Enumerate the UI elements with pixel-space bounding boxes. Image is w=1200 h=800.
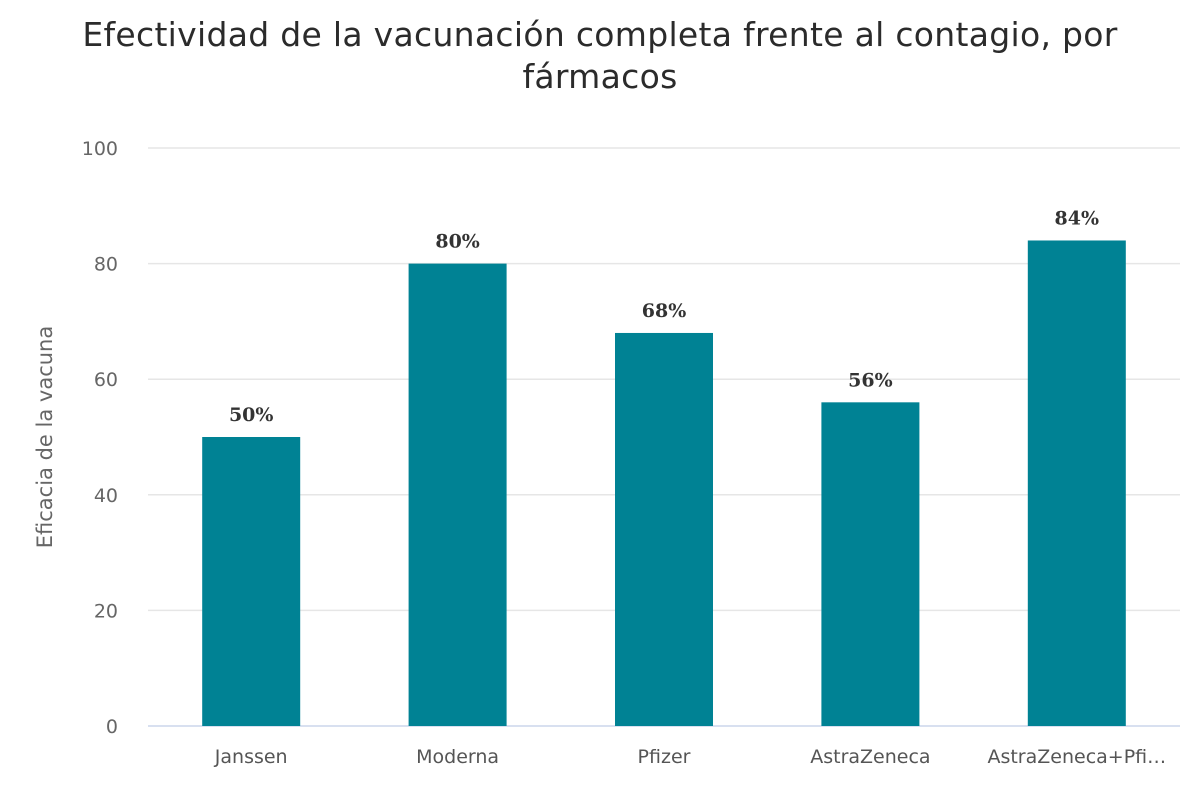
data-label: 56% xyxy=(848,369,893,391)
y-tick-label: 100 xyxy=(82,138,118,160)
y-tick-label: 60 xyxy=(94,369,118,391)
bar[interactable] xyxy=(202,437,301,726)
y-tick-label: 0 xyxy=(106,716,118,738)
data-label: 80% xyxy=(435,231,480,253)
bar[interactable] xyxy=(615,332,713,726)
x-axis-ticks: Janssen Moderna Pfizer AstraZeneca AstraZene… xyxy=(214,746,1166,768)
data-label: 50% xyxy=(229,404,274,426)
x-tick-label: AstraZeneca+Pfi… xyxy=(987,746,1166,768)
x-tick-label: Janssen xyxy=(214,746,288,768)
x-tick-label: AstraZeneca xyxy=(810,746,930,768)
data-label: 68% xyxy=(642,300,687,322)
y-axis-label: Eficacia de la vacuna xyxy=(33,326,57,548)
data-label: 84% xyxy=(1055,207,1100,229)
data-labels: 50% 80% 68% 56% 84% xyxy=(229,207,1099,426)
x-tick-label: Pfizer xyxy=(638,746,691,768)
bar[interactable] xyxy=(821,402,920,726)
bar[interactable] xyxy=(1027,240,1126,727)
bars xyxy=(202,240,1126,727)
x-tick-label: Moderna xyxy=(416,746,499,768)
bar[interactable] xyxy=(408,263,507,726)
y-tick-label: 40 xyxy=(94,485,118,507)
y-tick-label: 20 xyxy=(94,600,118,622)
y-tick-label: 80 xyxy=(94,254,118,276)
chart-title: Efectividad de la vacunación completa fr… xyxy=(82,15,1118,96)
y-axis-ticks: 0 20 40 60 80 100 xyxy=(82,138,118,738)
